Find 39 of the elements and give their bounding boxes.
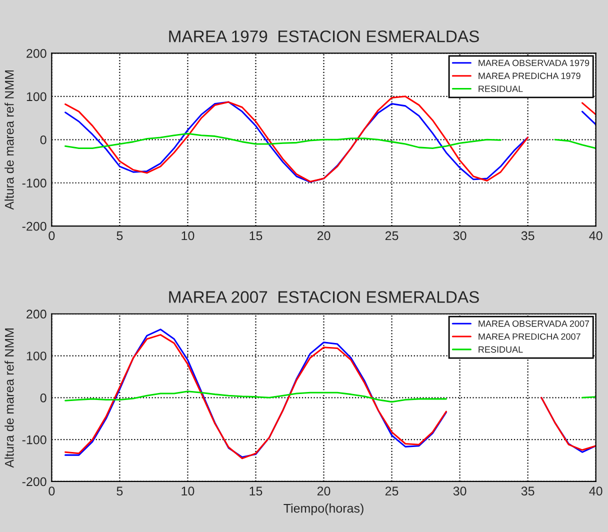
x-tick-label: 35 — [521, 486, 534, 496]
x-tick-label: 10 — [182, 231, 194, 240]
x-tick-label: 20 — [317, 231, 330, 240]
x-tick-label: 15 — [250, 486, 262, 496]
y-tick-label: -100 — [22, 178, 46, 188]
x-axis-title: Tiempo(horas) — [284, 504, 364, 516]
chart-title: MAREA 2007 ESTACION ESMERALDAS — [169, 291, 479, 303]
legend-label: RESIDUAL — [478, 346, 523, 353]
x-tick-label: 30 — [453, 486, 466, 496]
legend-label: MAREA OBSERVADA 2007 — [478, 320, 590, 327]
y-axis-title: Altura de marea ref NMM — [4, 70, 14, 210]
x-tick-label: 35 — [521, 231, 534, 240]
y-tick-label: 0 — [40, 135, 46, 144]
y-tick-label: -200 — [22, 477, 46, 486]
chart-title: MAREA 1979 ESTACION ESMERALDAS — [169, 30, 479, 42]
y-tick-label: -200 — [22, 222, 46, 231]
y-tick-label: 0 — [40, 393, 46, 402]
x-tick-label: 10 — [182, 486, 194, 496]
legend-label: MAREA PREDICHA 2007 — [478, 333, 580, 340]
x-tick-label: 20 — [317, 486, 330, 496]
x-tick-label: 5 — [116, 486, 123, 496]
legend-label: MAREA PREDICHA 1979 — [478, 72, 580, 80]
x-tick-label: 30 — [453, 231, 466, 240]
x-tick-label: 15 — [250, 231, 262, 240]
x-tick-label: 40 — [589, 231, 602, 240]
x-tick-label: 25 — [385, 231, 398, 240]
y-tick-label: 200 — [26, 49, 46, 58]
y-axis-title: Altura de marea ref NMM — [4, 328, 14, 468]
y-tick-label: 200 — [26, 310, 46, 319]
y-tick-label: 100 — [26, 92, 46, 102]
legend-label: MAREA OBSERVADA 1979 — [478, 60, 590, 66]
y-tick-label: 100 — [26, 352, 46, 360]
x-tick-label: 5 — [116, 231, 123, 240]
y-tick-label: -100 — [22, 435, 46, 444]
x-tick-label: 25 — [385, 486, 398, 496]
x-tick-label: 40 — [589, 486, 602, 496]
x-tick-label: 0 — [48, 486, 55, 496]
legend-label: RESIDUAL — [478, 86, 523, 92]
x-tick-label: 0 — [48, 231, 55, 240]
